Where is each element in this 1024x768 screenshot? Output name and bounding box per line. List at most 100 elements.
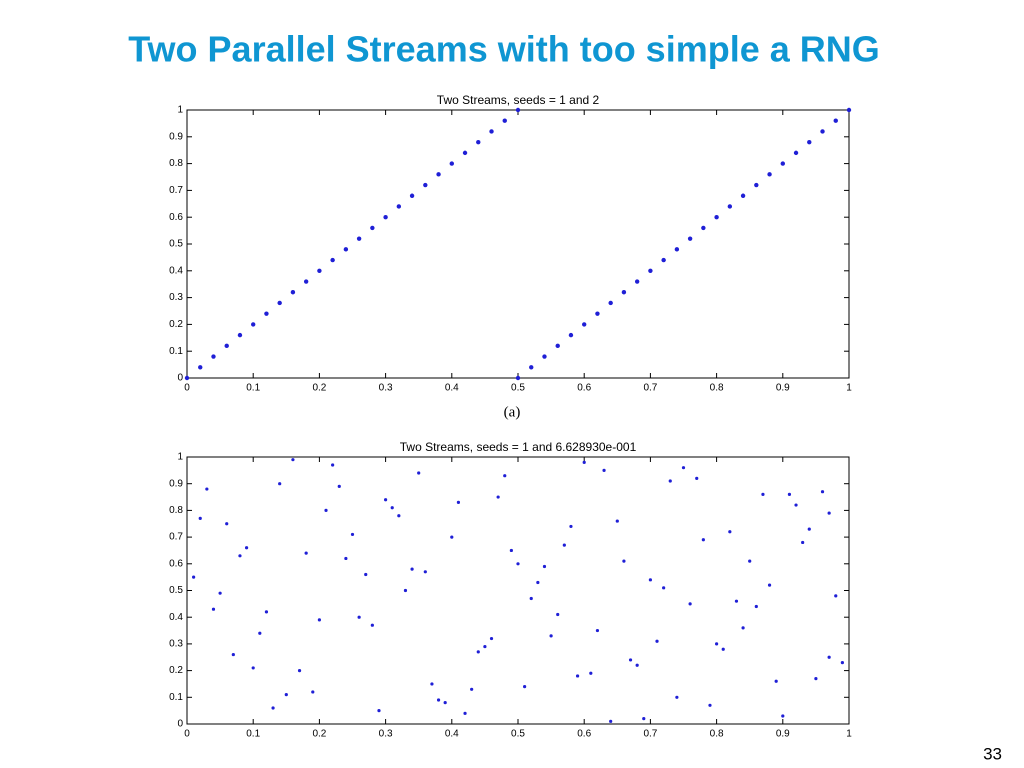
point	[370, 225, 375, 231]
point	[436, 172, 441, 177]
point	[410, 567, 414, 571]
point	[523, 685, 527, 689]
y-tick-label: 0	[177, 373, 183, 384]
point	[648, 578, 653, 582]
point	[237, 332, 243, 338]
point	[343, 247, 349, 252]
y-tick-label: 0.9	[169, 131, 183, 142]
point	[734, 599, 739, 603]
point	[324, 508, 328, 512]
point	[827, 655, 831, 659]
point	[655, 639, 659, 643]
point	[708, 703, 712, 707]
point	[562, 543, 566, 547]
point	[615, 519, 619, 523]
point	[556, 612, 560, 617]
y-tick-label: 0	[177, 719, 183, 730]
point	[357, 615, 361, 619]
point	[833, 118, 838, 123]
x-tick-label: 0.8	[710, 383, 724, 394]
point	[251, 322, 256, 327]
point	[549, 634, 553, 638]
point	[344, 556, 348, 561]
x-tick-label: 0.2	[312, 383, 326, 394]
x-tick-label: 0.8	[710, 729, 724, 740]
point	[609, 719, 613, 723]
point	[582, 460, 586, 464]
x-tick-label: 0.9	[776, 383, 790, 394]
x-tick-label: 0.6	[577, 729, 591, 740]
point	[728, 530, 732, 534]
point	[337, 484, 341, 488]
point	[297, 669, 302, 673]
point	[767, 583, 772, 587]
point	[542, 564, 547, 569]
point	[621, 290, 627, 295]
point	[542, 354, 547, 359]
point	[284, 693, 288, 697]
plot-frame	[186, 456, 850, 725]
x-tick-label: 0.7	[643, 383, 657, 394]
point	[741, 626, 745, 630]
point	[423, 570, 427, 574]
y-tick-label: 0.4	[169, 265, 183, 276]
point	[417, 471, 421, 475]
point	[674, 247, 680, 252]
point	[595, 628, 600, 633]
point	[642, 717, 646, 721]
point	[430, 682, 434, 686]
point	[794, 503, 798, 507]
x-tick-label: 0.9	[776, 729, 790, 740]
point	[211, 607, 216, 611]
point	[231, 652, 235, 657]
point	[317, 618, 321, 622]
point	[483, 644, 487, 649]
point	[356, 236, 362, 241]
point	[801, 540, 805, 545]
point	[403, 588, 408, 593]
point	[331, 463, 335, 467]
point	[780, 161, 785, 166]
point	[648, 268, 653, 273]
point	[211, 354, 216, 359]
x-tick-label: 0.3	[379, 729, 393, 740]
point	[575, 674, 580, 678]
x-tick-label: 0.5	[511, 729, 525, 740]
point	[602, 468, 606, 472]
point	[807, 527, 811, 531]
y-tick-label: 0.8	[169, 505, 183, 516]
point	[515, 107, 521, 113]
point	[634, 279, 640, 284]
point	[681, 466, 686, 470]
point	[748, 559, 752, 563]
x-tick-label: 0.1	[246, 383, 260, 394]
y-tick-label: 0.7	[169, 185, 183, 196]
point	[509, 548, 513, 553]
point	[384, 498, 388, 502]
point	[364, 572, 368, 577]
point	[258, 631, 262, 635]
point	[589, 671, 593, 675]
plot-frame	[186, 109, 850, 379]
point	[569, 524, 573, 529]
y-tick-label: 0.3	[169, 292, 183, 303]
point	[608, 300, 613, 306]
point	[450, 535, 454, 539]
point	[687, 236, 693, 241]
y-tick-label: 0.1	[169, 692, 183, 703]
slide-title: Two Parallel Streams with too simple a R…	[128, 29, 880, 70]
chart-title: Two Streams, seeds = 1 and 2	[437, 93, 600, 107]
point	[740, 193, 746, 198]
point	[244, 546, 249, 550]
point	[224, 343, 229, 349]
point	[793, 150, 799, 156]
point	[582, 322, 587, 327]
y-tick-label: 0.7	[169, 532, 183, 543]
x-tick-label: 0.1	[246, 729, 260, 740]
point	[449, 161, 454, 166]
point	[304, 551, 308, 555]
point	[814, 677, 818, 681]
point	[502, 118, 507, 123]
point	[675, 695, 679, 699]
point	[622, 559, 626, 563]
